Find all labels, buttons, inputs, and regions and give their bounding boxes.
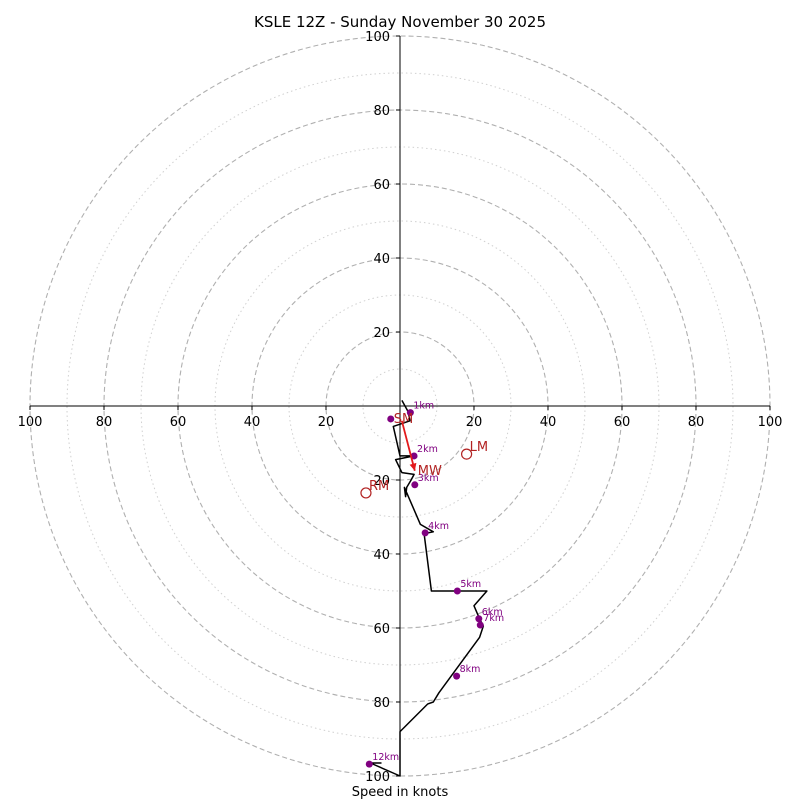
x-tick-label: 80 — [96, 415, 113, 430]
height-marker-4km — [421, 529, 429, 537]
storm-label-lm: LM — [470, 440, 488, 455]
y-tick-label: 80 — [373, 696, 390, 711]
storm-point-rm — [360, 487, 372, 499]
height-marker-6km — [475, 615, 483, 623]
y-tick-label: 100 — [365, 30, 390, 45]
height-label-8km: 8km — [460, 664, 481, 675]
surface-marker — [387, 415, 395, 423]
height-label-12km: 12km — [372, 752, 399, 763]
height-label-1km: 1km — [413, 401, 434, 412]
height-label-6km: 6km — [482, 607, 503, 618]
height-marker-3km — [411, 481, 419, 489]
sm-label: SM — [394, 412, 413, 427]
x-tick-label: 100 — [18, 415, 43, 430]
shear-arrowhead — [409, 462, 417, 471]
trace-line — [369, 400, 488, 777]
x-tick-label: 40 — [540, 415, 557, 430]
mean-wind-label: MW — [418, 464, 442, 479]
y-tick-label: 80 — [373, 104, 390, 119]
x-tick-label: 80 — [688, 415, 705, 430]
y-tick-label: 40 — [373, 548, 390, 563]
y-tick-label: 100 — [365, 770, 390, 785]
chart-title: KSLE 12Z - Sunday November 30 2025 — [254, 13, 546, 31]
x-tick-label: 40 — [244, 415, 261, 430]
shear-vector — [400, 420, 416, 471]
height-label-2km: 2km — [417, 444, 438, 455]
storm-point-lm — [461, 448, 473, 460]
height-marker-8km — [453, 672, 461, 680]
height-marker-12km — [365, 760, 373, 768]
x-tick-label: 60 — [614, 415, 631, 430]
y-tick-label: 60 — [373, 178, 390, 193]
height-marker-1km — [406, 409, 414, 417]
x-tick-label: 100 — [758, 415, 783, 430]
height-label-7km: 7km — [483, 613, 504, 624]
y-tick-label: 20 — [373, 474, 390, 489]
y-tick-label: 40 — [373, 252, 390, 267]
height-label-5km: 5km — [460, 579, 481, 590]
x-tick-label: 60 — [170, 415, 187, 430]
x-tick-label: 20 — [318, 415, 335, 430]
height-label-4km: 4km — [428, 521, 449, 532]
axes — [30, 36, 770, 776]
y-tick-label: 20 — [373, 326, 390, 341]
height-label-3km: 3km — [418, 473, 439, 484]
x-tick-label: 20 — [466, 415, 483, 430]
height-marker-7km — [476, 621, 484, 629]
wind-trace — [369, 400, 488, 777]
y-tick-label: 60 — [373, 622, 390, 637]
height-marker-5km — [453, 587, 461, 595]
x-axis-label: Speed in knots — [352, 785, 449, 800]
tick-labels: 100 80 60 40 20 20 40 60 80 100 20 40 60 80 100 20 40 60 8… — [18, 30, 783, 785]
storm-motion: RM LM MW SM — [360, 412, 488, 499]
storm-label-rm: RM — [369, 479, 389, 494]
